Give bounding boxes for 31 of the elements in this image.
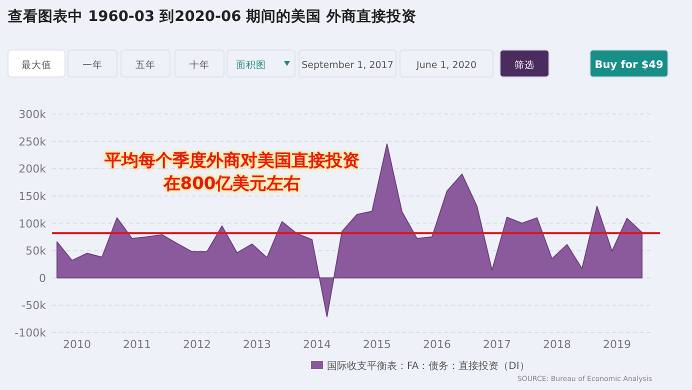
legend-label: 国际收支平衡表：FA：债务：直接投资（DI） <box>327 360 530 372</box>
y-tick-label: -50k <box>22 299 47 312</box>
button: June 1, 2020 <box>400 50 494 78</box>
button: September 1, 2017 <box>298 50 396 78</box>
button: 十年 <box>174 50 224 78</box>
x-tick-label: 2013 <box>243 338 271 351</box>
button: 最大值 <box>8 50 66 78</box>
x-tick-label: 2019 <box>603 338 631 351</box>
x-tick-label: 2015 <box>363 338 391 351</box>
y-tick-label: 100k <box>18 217 47 230</box>
x-tick-label: 2017 <box>483 338 511 351</box>
y-tick-label: 300k <box>18 108 47 121</box>
x-tick-label: 2011 <box>123 338 151 351</box>
button: 一年 <box>68 50 118 78</box>
x-tick-label: 2014 <box>303 338 331 351</box>
y-tick-label: 200k <box>18 162 47 176</box>
x-tick-label: 2018 <box>543 338 571 351</box>
y-tick-label: 250k <box>18 135 47 148</box>
button: 面积图 <box>226 50 296 78</box>
y-tick-label: 150k <box>18 190 47 203</box>
chart-title: 查看图表中 1960-03 到2020-06 期间的美国 外商直接投资 <box>7 7 416 25</box>
x-tick-label: 2012 <box>183 338 211 351</box>
y-tick-label: 50k <box>26 244 47 258</box>
button: Buy for $49 <box>590 50 668 78</box>
x-tick-label: 2010 <box>63 338 91 351</box>
button: 五年 <box>120 50 170 78</box>
button: 筛选 <box>500 50 550 78</box>
annotation: 平均每个季度外商对美国直接投资在800亿美元左右 <box>104 150 360 196</box>
y-tick-label: -100k <box>14 326 47 340</box>
y-tick-label: 0 <box>39 272 46 285</box>
x-tick-label: 2016 <box>423 338 451 351</box>
